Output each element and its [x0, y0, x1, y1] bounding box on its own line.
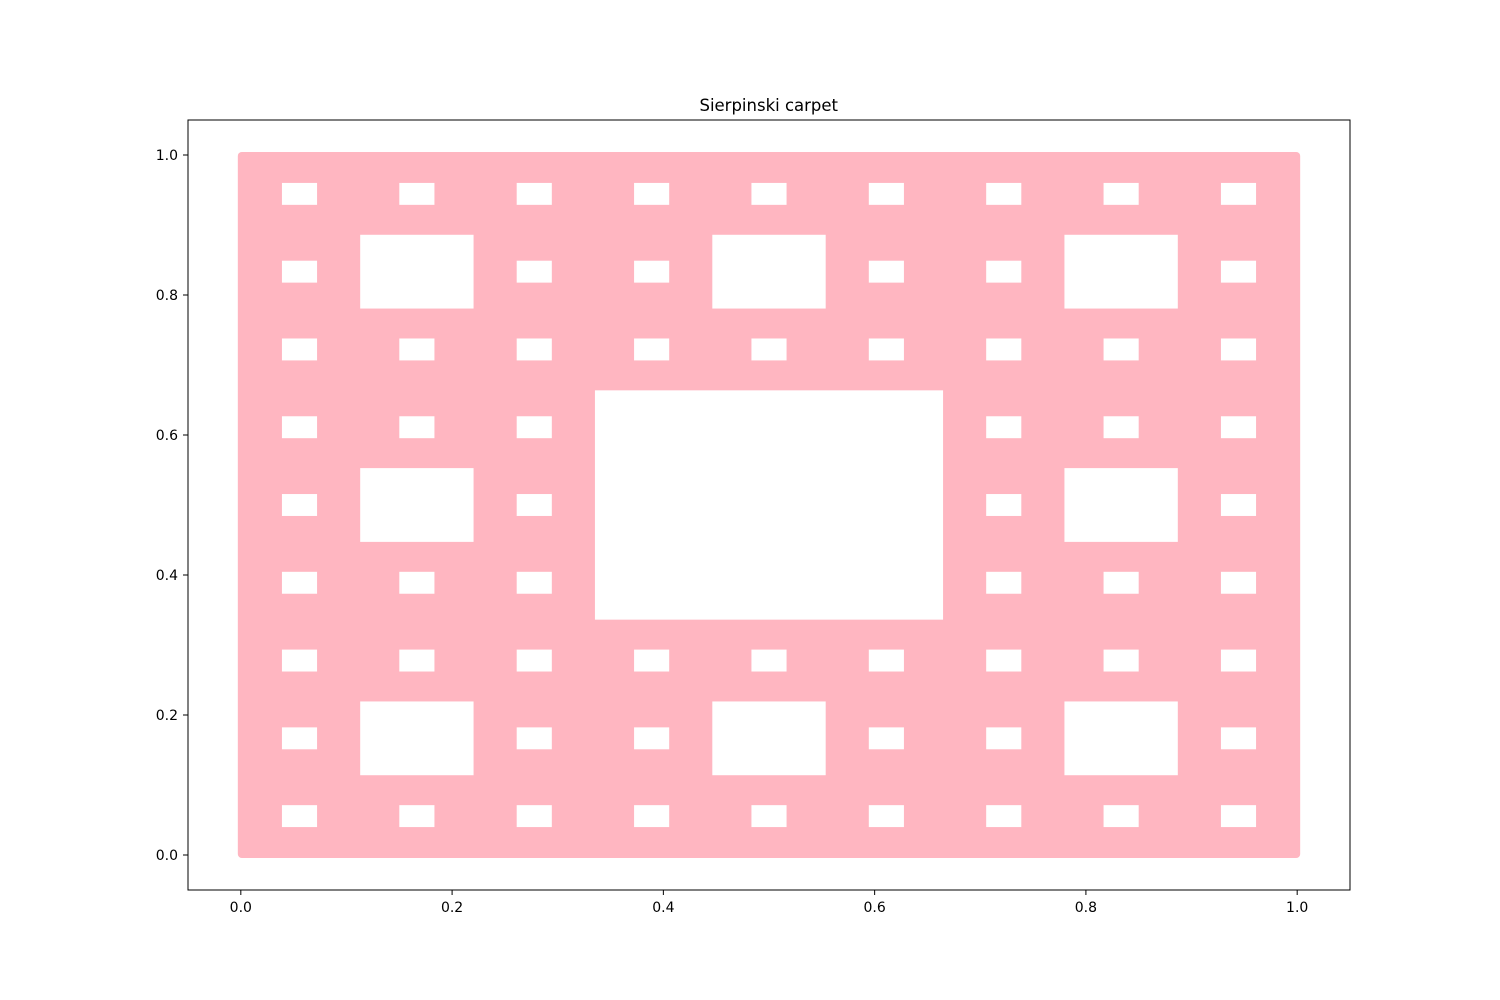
carpet-hole [399, 571, 435, 594]
carpet-hole [399, 182, 435, 205]
carpet-hole [868, 182, 904, 205]
carpet-hole [1064, 701, 1178, 776]
carpet-hole [1220, 805, 1257, 828]
carpet-hole [281, 649, 318, 672]
y-tick-label: 1.0 [156, 148, 178, 164]
x-tick-label: 0.0 [230, 900, 252, 916]
carpet-hole [399, 416, 435, 439]
carpet-hole [751, 805, 787, 828]
x-tick-label: 0.4 [652, 900, 674, 916]
carpet-hole [281, 338, 318, 361]
axes-frame [187, 119, 1351, 891]
carpet-hole [360, 701, 474, 776]
carpet-hole [1220, 260, 1257, 283]
x-tick-label: 0.6 [864, 900, 886, 916]
carpet-hole [634, 260, 670, 283]
carpet-hole [1103, 805, 1139, 828]
carpet-hole [1064, 234, 1178, 309]
carpet-hole [986, 494, 1022, 516]
chart-title: Sierpinski carpet [699, 96, 838, 115]
carpet-hole [516, 805, 552, 828]
carpet-hole [516, 727, 552, 750]
y-tick-label: 0.4 [156, 568, 178, 584]
carpet-hole [751, 182, 787, 205]
carpet-hole [1220, 727, 1257, 750]
carpet-hole [516, 494, 552, 516]
carpet-hole [712, 701, 826, 776]
carpet-hole [281, 805, 318, 828]
carpet-hole [1220, 494, 1257, 516]
carpet-hole [868, 727, 904, 750]
carpet-hole [516, 260, 552, 283]
carpet-hole [634, 182, 670, 205]
carpet-hole [399, 338, 435, 361]
x-tick-label: 0.2 [441, 900, 463, 916]
carpet-hole [1220, 182, 1257, 205]
carpet-hole [986, 182, 1022, 205]
carpet-hole [986, 805, 1022, 828]
carpet-hole [399, 805, 435, 828]
plot-area [237, 152, 1301, 858]
carpet-hole [634, 727, 670, 750]
x-tick-label: 0.8 [1075, 900, 1097, 916]
carpet-hole [360, 468, 474, 542]
carpet-hole [516, 416, 552, 439]
carpet-hole [594, 390, 944, 620]
carpet-hole [516, 338, 552, 361]
carpet-hole [399, 649, 435, 672]
carpet-hole [868, 338, 904, 361]
carpet-hole [1220, 649, 1257, 672]
carpet-hole [868, 260, 904, 283]
carpet-hole [634, 338, 670, 361]
carpet-hole [516, 182, 552, 205]
carpet-hole [281, 182, 318, 205]
carpet-hole [751, 338, 787, 361]
carpet-hole [986, 338, 1022, 361]
carpet-hole [516, 571, 552, 594]
carpet-hole [1064, 468, 1178, 542]
carpet-hole [634, 649, 670, 672]
carpet-hole [986, 571, 1022, 594]
carpet-hole [868, 649, 904, 672]
y-tick-label: 0.2 [156, 708, 178, 724]
carpet-hole [1103, 571, 1139, 594]
y-tick-label: 0.8 [156, 288, 178, 304]
x-tick-label: 1.0 [1286, 900, 1308, 916]
carpet-hole [986, 416, 1022, 439]
carpet-hole [986, 260, 1022, 283]
carpet-hole [986, 727, 1022, 750]
carpet-hole [281, 494, 318, 516]
carpet-hole [1220, 571, 1257, 594]
carpet-hole [868, 805, 904, 828]
x-axis: 0.0 0.2 0.4 0.6 0.8 1.0 [230, 890, 1308, 916]
carpet-hole [1220, 338, 1257, 361]
carpet-hole [516, 649, 552, 672]
carpet-hole [1220, 416, 1257, 439]
carpet-hole [1103, 182, 1139, 205]
carpet-hole [281, 416, 318, 439]
carpet-hole [281, 727, 318, 750]
y-tick-label: 0.0 [156, 848, 178, 864]
y-tick-label: 0.6 [156, 428, 178, 444]
carpet-hole [281, 571, 318, 594]
carpet-hole [634, 805, 670, 828]
carpet-hole [751, 649, 787, 672]
carpet-hole [1103, 416, 1139, 439]
carpet-hole [1103, 338, 1139, 361]
carpet-hole [986, 649, 1022, 672]
carpet-hole [1103, 649, 1139, 672]
y-axis: 0.0 0.2 0.4 0.6 0.8 1.0 [156, 148, 188, 864]
carpet-hole [360, 234, 474, 309]
carpet-hole [281, 260, 318, 283]
carpet-hole [712, 234, 826, 309]
